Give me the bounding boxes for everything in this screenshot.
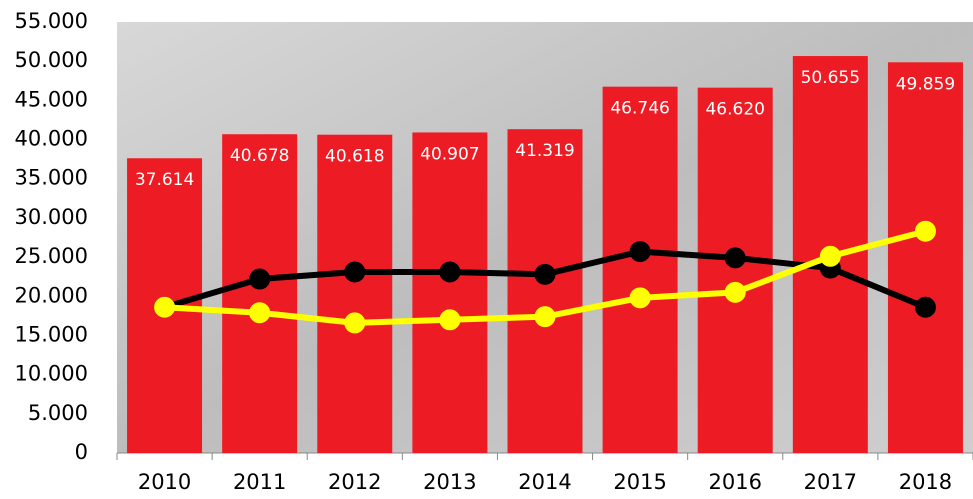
- x-tick-label: 2018: [899, 470, 952, 494]
- y-tick-label: 40.000: [15, 127, 88, 151]
- bar: [222, 134, 297, 453]
- line-marker: [630, 288, 650, 308]
- bar: [412, 132, 487, 453]
- x-tick-label: 2016: [708, 470, 761, 494]
- chart: 0 5.000 10.000 15.000 20.000 25.000 30.000 35.0…: [0, 0, 973, 499]
- line-marker: [440, 310, 460, 330]
- line-marker: [725, 248, 745, 268]
- line-marker: [915, 297, 935, 317]
- line-marker: [345, 262, 365, 282]
- bar: [698, 88, 773, 453]
- y-tick-label: 35.000: [15, 166, 88, 190]
- value-label: 40.678: [230, 146, 289, 166]
- value-label: 46.746: [610, 99, 669, 119]
- y-tick-label: 30.000: [15, 205, 88, 229]
- line-marker: [820, 246, 840, 266]
- y-tick-label: 20.000: [15, 283, 88, 307]
- y-tick-label: 25.000: [15, 244, 88, 268]
- y-tick-label: 10.000: [15, 362, 88, 386]
- value-label: 46.620: [705, 100, 764, 120]
- x-tick-label: 2017: [804, 470, 857, 494]
- page: {"chart_data": {"type": "bar", "categori…: [0, 0, 973, 499]
- line-marker: [250, 269, 270, 289]
- line-marker: [250, 303, 270, 323]
- y-tick-label: 5.000: [28, 401, 88, 425]
- y-tick-label: 55.000: [15, 9, 88, 33]
- bar: [888, 62, 963, 453]
- line-marker: [915, 221, 935, 241]
- value-label: 49.859: [896, 74, 955, 94]
- line-marker: [535, 307, 555, 327]
- x-tick-label: 2014: [518, 470, 571, 494]
- value-label: 40.618: [325, 147, 384, 167]
- line-marker: [155, 297, 175, 317]
- bar: [603, 87, 678, 453]
- x-tick-label: 2012: [328, 470, 381, 494]
- y-tick-label: 0: [75, 440, 88, 464]
- value-label: 41.319: [515, 141, 574, 161]
- line-marker: [440, 262, 460, 282]
- y-tick-label: 45.000: [15, 87, 88, 111]
- bar: [508, 129, 583, 453]
- y-tick-label: 15.000: [15, 322, 88, 346]
- line-marker: [345, 313, 365, 333]
- x-tick-label: 2015: [613, 470, 666, 494]
- x-tick-label: 2011: [233, 470, 286, 494]
- line-marker: [535, 264, 555, 284]
- value-label: 37.614: [135, 170, 194, 190]
- bar: [317, 135, 392, 453]
- value-label: 40.907: [420, 144, 479, 164]
- x-tick-label: 2013: [423, 470, 476, 494]
- line-marker: [725, 282, 745, 302]
- x-tick-label: 2010: [138, 470, 191, 494]
- value-label: 50.655: [801, 68, 860, 88]
- line-marker: [630, 242, 650, 262]
- y-tick-label: 50.000: [15, 48, 88, 72]
